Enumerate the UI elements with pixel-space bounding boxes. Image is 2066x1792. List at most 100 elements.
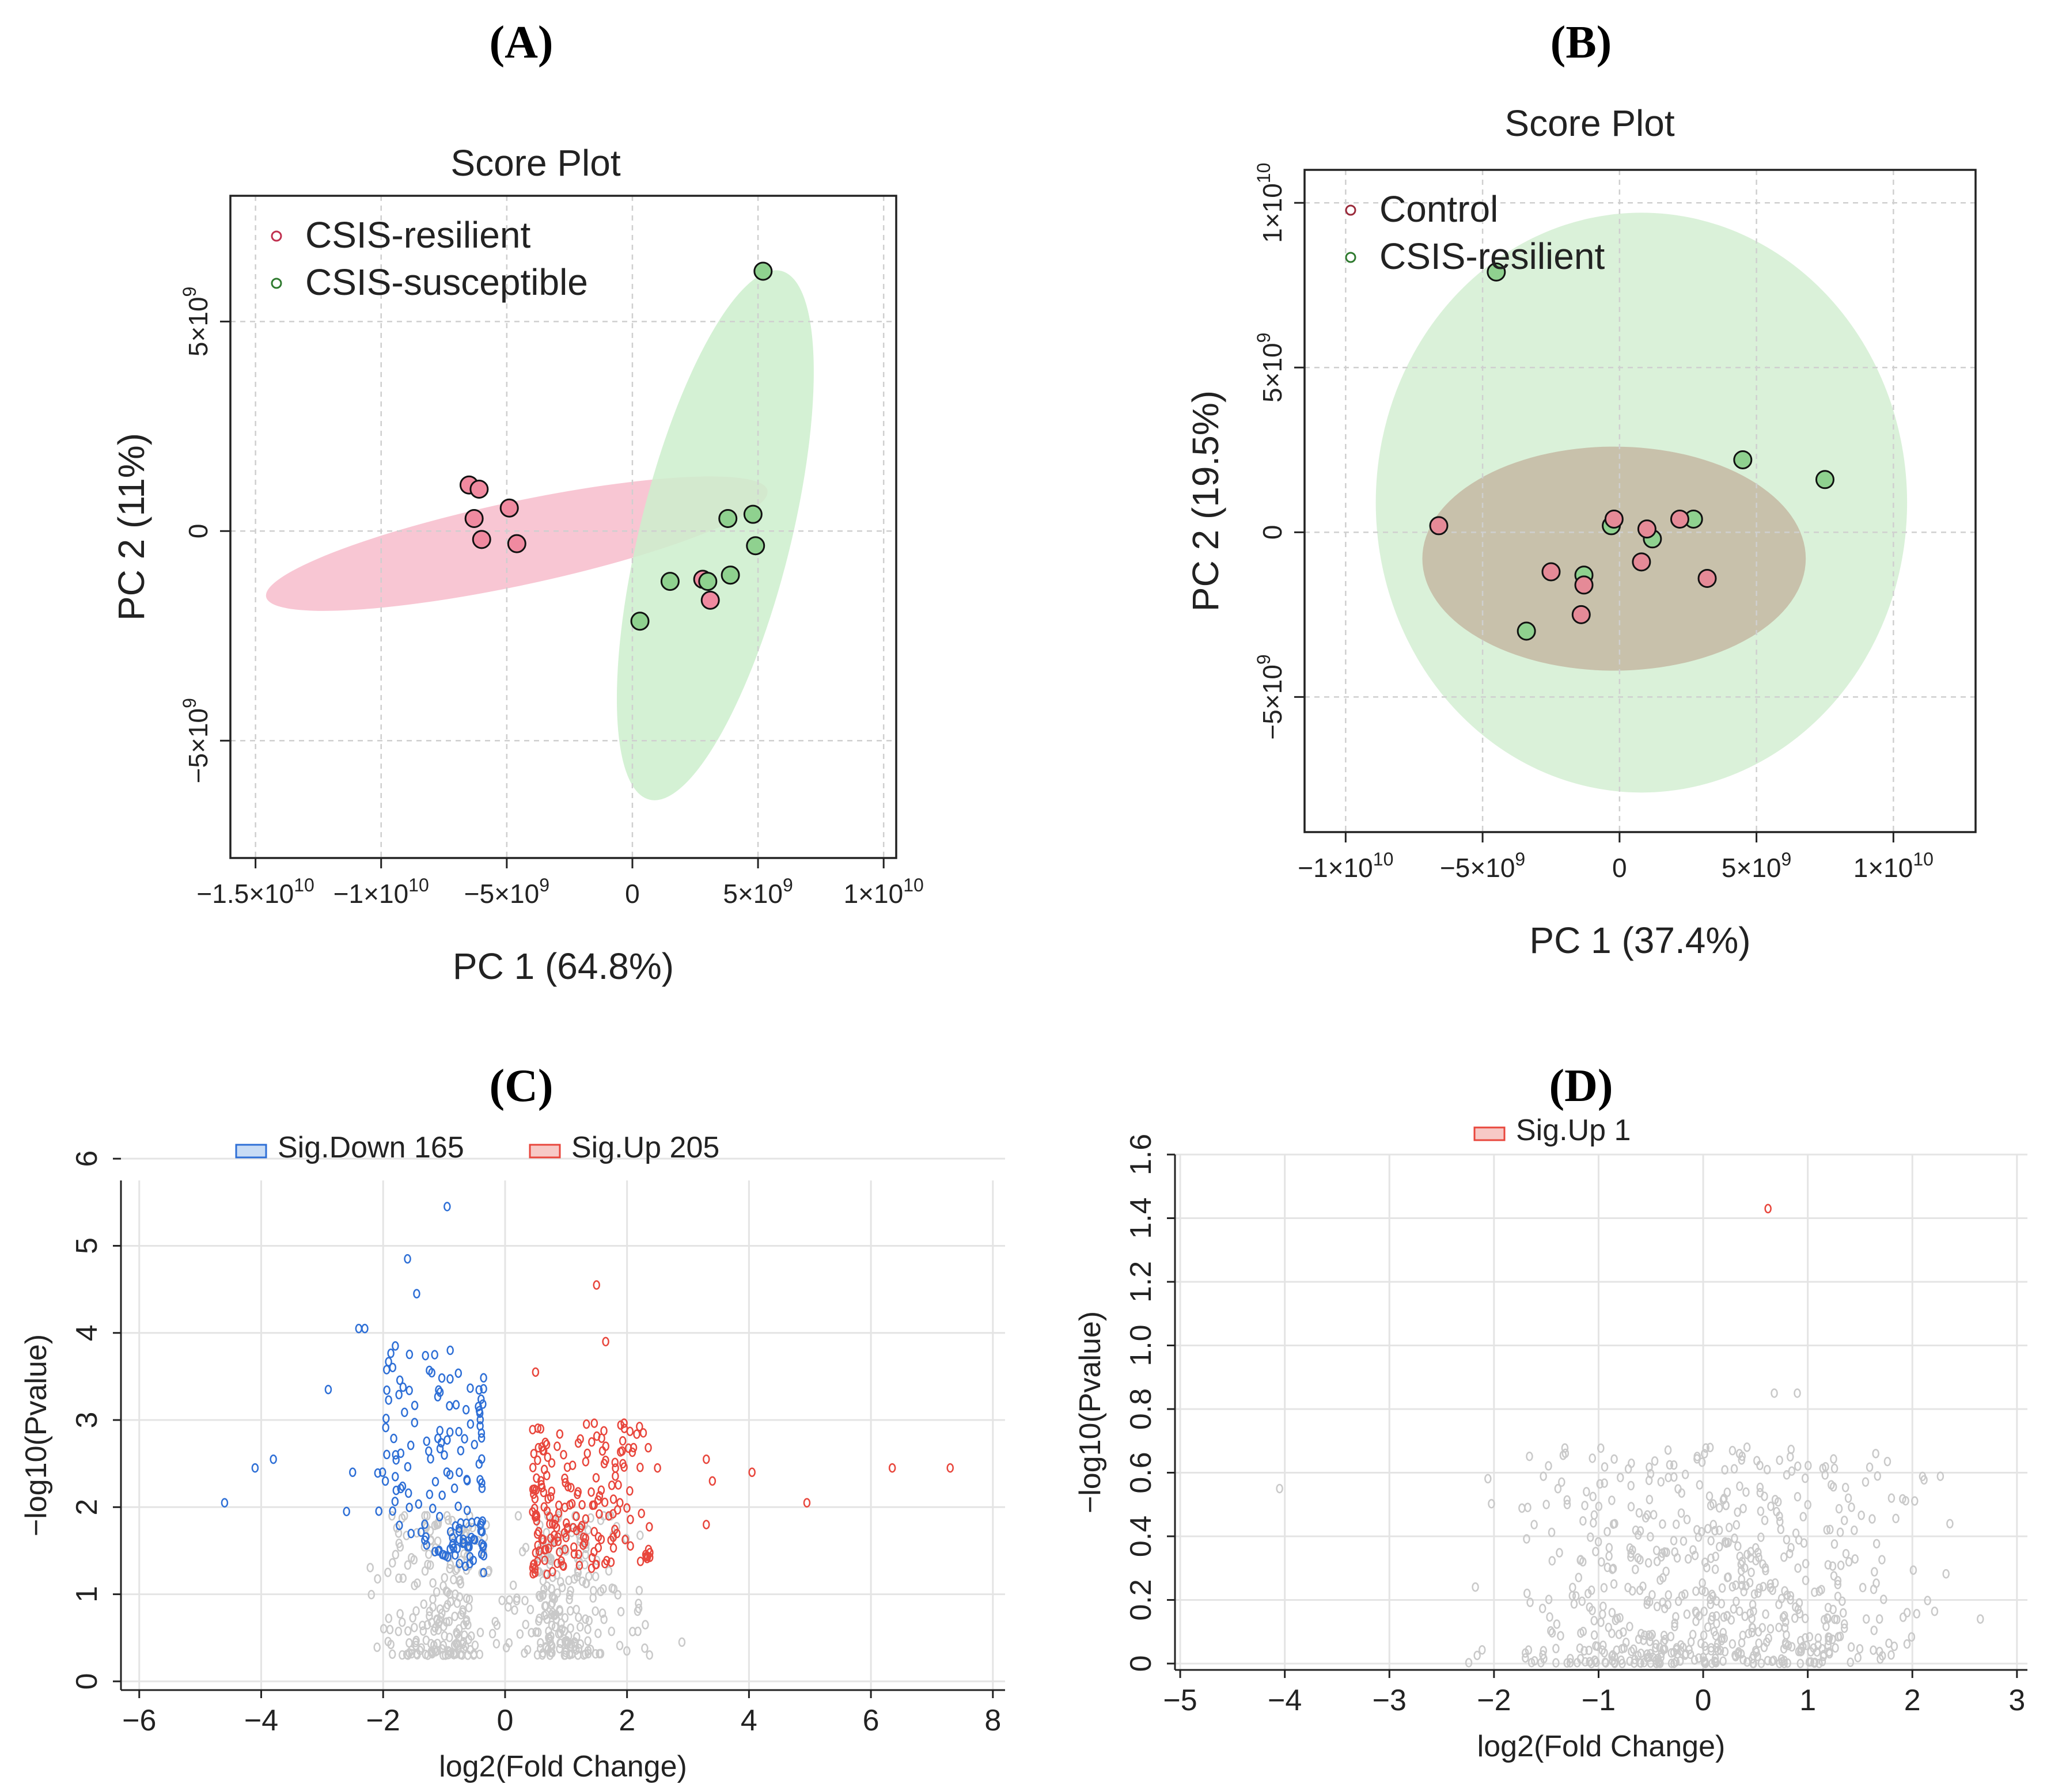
panel-d-ytick-6: 1.0	[1124, 1324, 1158, 1366]
panel-c-up-point-59	[544, 1494, 552, 1504]
panel-c-down-point-120	[396, 1520, 403, 1531]
panel-d-ns-point-167	[1832, 1643, 1839, 1653]
panel-c-up-point-189	[529, 1507, 536, 1517]
panel-c-ns-point-355	[610, 1584, 618, 1594]
panel-c-ns-point-206	[385, 1613, 393, 1623]
panel-c-xtick-4: 0	[496, 1704, 513, 1737]
panel-c-up-point-177	[633, 1429, 640, 1439]
panel-c-ns-point-114	[463, 1593, 471, 1604]
panel-c-down-point-130	[463, 1475, 471, 1485]
panel-d-ns-extreme-2	[1977, 1614, 1984, 1624]
panel-c-ns-point-270	[422, 1649, 430, 1660]
panel-d-ns-point-551	[1766, 1579, 1775, 1589]
panel-d-ns-point-216	[1629, 1644, 1637, 1654]
panel-d-ns-point-593	[1839, 1608, 1847, 1618]
panel-c-legend-label-1: Sig.Down 165	[278, 1131, 464, 1164]
panel-d-ylabel: −log10(Pvalue)	[1074, 1311, 1107, 1513]
panel-c-ytick-5: 4	[70, 1324, 104, 1341]
panel-c-down-point-139	[480, 1551, 488, 1561]
panel-d-ns-point-225	[1577, 1628, 1584, 1638]
panel-d-ns-extreme-9	[1563, 1499, 1571, 1509]
panel-a-xtick-5-exponent: 9	[783, 875, 793, 895]
panel-b-point-2-5	[1632, 552, 1651, 572]
panel-c-up-point-165	[582, 1419, 590, 1429]
panel-d-ns-point-357	[1862, 1614, 1870, 1624]
panel-d-up-extreme-1	[1764, 1203, 1772, 1214]
panel-d-ns-point-89	[1788, 1642, 1796, 1652]
panel-d-ns-point-276	[1674, 1484, 1682, 1494]
panel-d-ns-point-314	[1830, 1539, 1838, 1549]
panel-d-ns-point-559	[1712, 1631, 1720, 1641]
panel-d-ns-point-502	[1857, 1510, 1865, 1520]
panel-d-ns-point-309	[1662, 1566, 1670, 1577]
panel-b-legend-marker-1	[1345, 204, 1356, 216]
panel-c-ns-point-70	[509, 1580, 517, 1590]
panel-a-point-1-8	[700, 590, 720, 610]
panel-a-xtick-4-mantissa: 0	[625, 879, 640, 909]
panel-c-up-point-190	[554, 1441, 561, 1451]
panel-b-xtick-4: 5×109	[1722, 849, 1791, 883]
panel-c-down-point-118	[407, 1528, 415, 1539]
panel-b-xtick-1-exponent: 10	[1373, 849, 1394, 870]
panel-d-ns-point-351	[1605, 1551, 1613, 1561]
panel-d-ns-point-553	[1766, 1624, 1775, 1634]
panel-d-ytick-3: 0.4	[1124, 1516, 1158, 1557]
panel-c-ns-point-132	[511, 1605, 518, 1615]
panel-c-down-point-103	[438, 1373, 446, 1383]
panel-d-ns-point-615	[1711, 1564, 1719, 1574]
panel-c-up-point-168	[568, 1460, 577, 1470]
panel-d-ns-point-506	[1610, 1454, 1618, 1464]
panel-c-down-point-151	[470, 1535, 477, 1544]
panel-d-ns-point-530	[1632, 1565, 1639, 1574]
panel-c-up-point-11	[645, 1442, 652, 1453]
panel-d-ns-point-266	[1774, 1497, 1782, 1507]
panel-d-ns-point-82	[1590, 1616, 1598, 1626]
panel-c-up-extreme-1	[593, 1280, 600, 1290]
panel-d-ns-point-592	[1795, 1535, 1803, 1545]
panel-d-ns-point-626	[1727, 1615, 1735, 1625]
panel-c-ns-point-411	[450, 1648, 458, 1658]
panel-c-up-point-112	[627, 1514, 634, 1524]
panel-c-down-point-33	[478, 1454, 486, 1464]
panel-c-ns-point-390	[412, 1635, 420, 1646]
panel-c-ns-point-116	[590, 1586, 597, 1596]
panel-c-up-extreme-7	[748, 1467, 756, 1478]
panel-d-ns-point-588	[1866, 1462, 1874, 1472]
panel-d-ns-point-552	[1592, 1641, 1599, 1651]
panel-c-up-point-153	[598, 1446, 606, 1456]
panel-d-ns-point-576	[1674, 1596, 1682, 1607]
panel-c-ns-point-334	[584, 1624, 592, 1634]
panel-d-ns-point-595	[1576, 1654, 1584, 1664]
panel-c-down-point-150	[446, 1401, 453, 1411]
panel-b-xtick-5: 1×1010	[1853, 849, 1934, 883]
panel-c-ns-point-309	[584, 1646, 592, 1656]
panel-c-ns-point-199	[439, 1650, 447, 1660]
panel-c-up-point-51	[556, 1429, 564, 1439]
panel-c-down-point-83	[462, 1404, 470, 1415]
panel-a-legend-marker-2	[271, 278, 282, 289]
panel-d-ns-extreme-13	[1814, 1633, 1822, 1643]
panel-c-ns-point-22	[410, 1555, 418, 1565]
panel-c-ns-point-131	[426, 1526, 434, 1536]
panel-d-ns-point-203	[1794, 1491, 1802, 1502]
panel-d-ns-point-627	[1845, 1557, 1853, 1567]
panel-d-ytick-8: 1.4	[1124, 1197, 1158, 1239]
panel-d-ns-point-334	[1598, 1557, 1605, 1567]
panel-c-down-point-30	[471, 1440, 479, 1449]
panel-c-up-point-13	[639, 1428, 647, 1438]
panel-d-ns-point-341	[1755, 1638, 1762, 1648]
panel-c-ns-point-310	[465, 1603, 473, 1613]
panel-c-up-point-131	[607, 1535, 615, 1546]
panel-a-xtick-6-mantissa: 1×10	[844, 879, 904, 909]
panel-c-ns-point-26	[524, 1645, 532, 1655]
panel-c-down-point-56	[378, 1467, 386, 1477]
panel-c-ns-point-268	[423, 1511, 431, 1521]
panel-d-ns-point-499	[1742, 1487, 1750, 1497]
panel-d-ns-point-485	[1909, 1565, 1917, 1575]
panel-d-ns-point-370	[1716, 1646, 1724, 1656]
panel-d-ns-point-496	[1615, 1630, 1623, 1639]
panel-d-ns-extreme-12	[1840, 1516, 1848, 1525]
panel-d-ns-point-332	[1787, 1591, 1795, 1601]
panel-d-ns-point-124	[1597, 1443, 1605, 1453]
panel-d-ns-point-583	[1911, 1496, 1919, 1506]
